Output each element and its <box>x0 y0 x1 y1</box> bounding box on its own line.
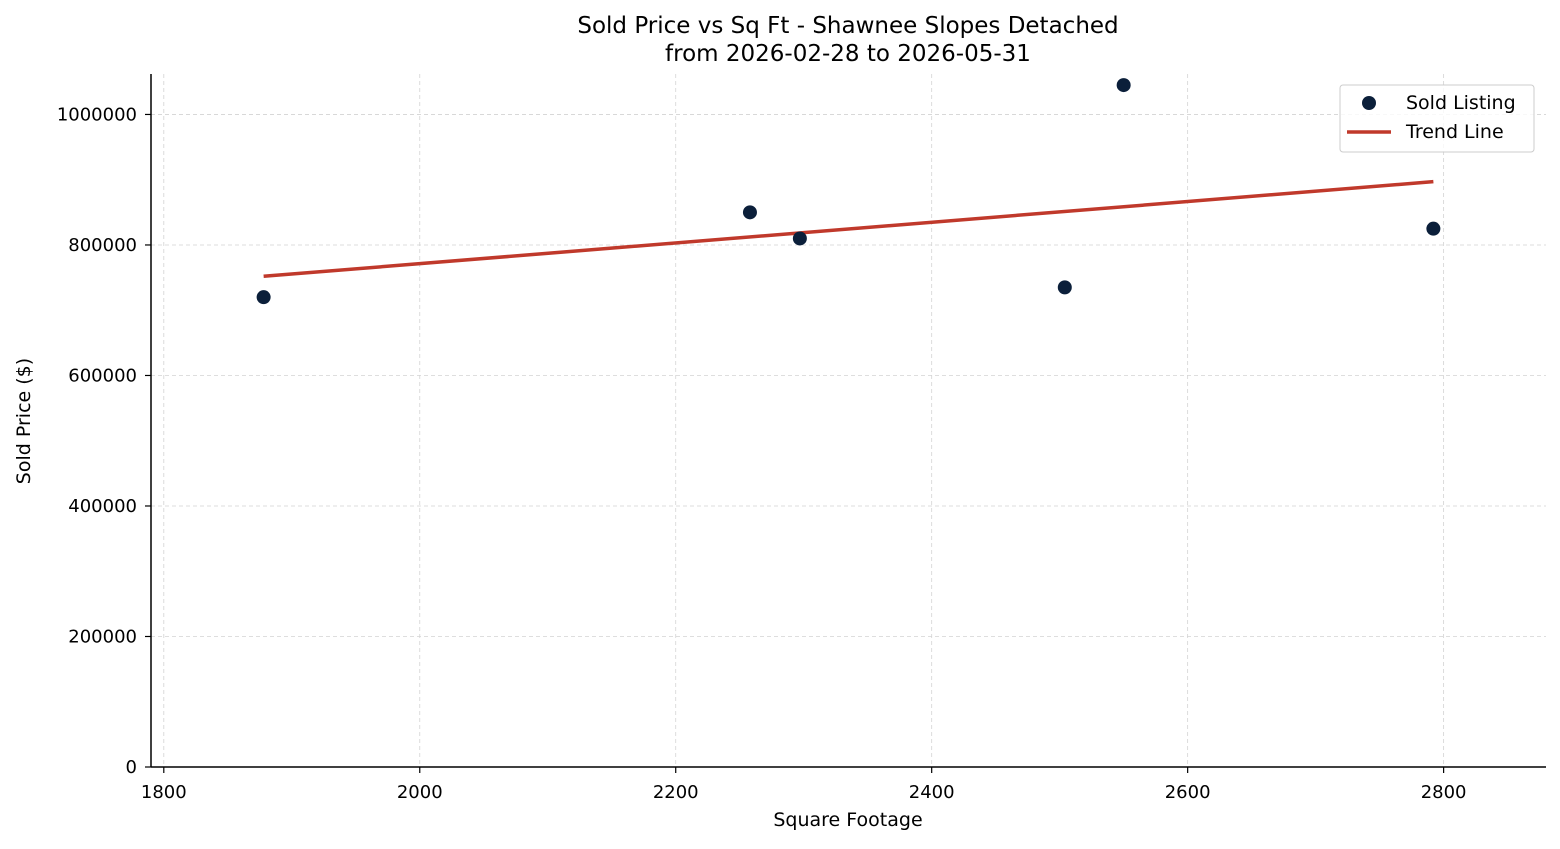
x-tick-label: 2000 <box>397 782 443 803</box>
y-tick-label: 800000 <box>68 235 137 256</box>
y-tick-label: 0 <box>126 757 137 778</box>
axes <box>150 74 1546 768</box>
y-tick-label: 600000 <box>68 365 137 386</box>
legend-scatter-marker <box>1362 96 1376 110</box>
chart-title: Sold Price vs Sq Ft - Shawnee Slopes Det… <box>577 13 1118 39</box>
legend: Sold Listing Trend Line <box>1339 84 1535 153</box>
x-axis-ticks: 1800 2000 2200 2400 2600 2800 <box>141 767 1467 803</box>
x-axis-label: Square Footage <box>773 809 922 831</box>
legend-label-sold-listing: Sold Listing <box>1406 92 1516 114</box>
y-axis-ticks: 0 200000 400000 600000 800000 1000000 <box>57 104 151 778</box>
x-tick-label: 2800 <box>1421 782 1467 803</box>
y-tick-label: 200000 <box>68 626 137 647</box>
scatter-points-layer <box>256 78 1441 305</box>
sold-listing-point <box>1116 78 1131 93</box>
trend-line <box>263 179 1434 279</box>
x-tick-label: 2200 <box>653 782 699 803</box>
x-tick-label: 2600 <box>1165 782 1211 803</box>
y-tick-label: 1000000 <box>57 104 137 125</box>
sold-listing-point <box>256 290 271 305</box>
grid-lines <box>151 74 1546 768</box>
trend-line-layer <box>263 179 1434 279</box>
x-tick-label: 2400 <box>909 782 955 803</box>
sold-listing-point <box>1426 221 1441 236</box>
y-axis-label: Sold Price ($) <box>13 358 35 484</box>
legend-label-trend-line: Trend Line <box>1405 121 1504 143</box>
y-tick-label: 400000 <box>68 496 137 517</box>
sold-listing-point <box>792 231 807 246</box>
x-tick-label: 1800 <box>141 782 187 803</box>
legend-box <box>1339 84 1535 153</box>
sold-listing-point <box>742 205 757 220</box>
chart-subtitle: from 2026-02-28 to 2026-05-31 <box>665 41 1031 67</box>
sold-listing-point <box>1057 280 1072 295</box>
